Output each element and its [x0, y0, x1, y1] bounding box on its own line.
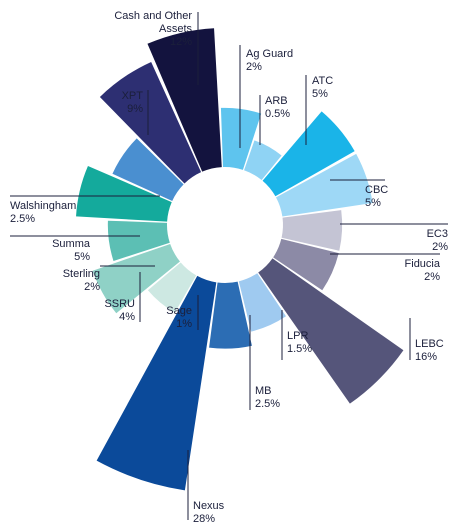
category-name: ARB — [265, 95, 288, 107]
segment-label: ATC 5% — [312, 75, 333, 101]
segment — [147, 262, 197, 313]
segment-label: Sterling 2% — [63, 268, 100, 294]
value-label: 9% — [127, 103, 143, 115]
value-label: 2% — [84, 281, 100, 293]
category-name: Walshingham — [10, 200, 77, 212]
segment — [107, 220, 170, 261]
segment-label: Ag Guard 2% — [246, 48, 293, 74]
value-label: 1% — [176, 318, 192, 330]
value-label: 5% — [74, 251, 90, 263]
category-name: SSRU — [104, 298, 135, 310]
segment — [147, 28, 222, 172]
segment-label: SSRU 4% — [104, 298, 135, 324]
value-label: 2.5% — [10, 213, 36, 225]
value-label: 12% — [169, 36, 192, 48]
segment-label: ARB 0.5% — [265, 95, 290, 121]
segment-label: EC3 2% — [427, 228, 448, 254]
segment — [244, 140, 282, 181]
segment — [258, 258, 404, 404]
value-label: 4% — [119, 311, 135, 323]
segment-label: Fiducia 2% — [405, 258, 440, 284]
value-label: 5% — [312, 88, 328, 100]
category-name: Ag Guard — [246, 48, 294, 60]
value-label: 0.5% — [265, 108, 291, 120]
segment-label: LPR 1.5% — [287, 330, 312, 356]
category-name: LEBC — [415, 338, 444, 350]
segment-label: Walshingham 2.5% — [10, 200, 76, 226]
category-name: Nexus — [193, 500, 225, 512]
category-name: EC3 — [426, 228, 448, 240]
category-name: CBC — [365, 184, 389, 196]
category-name: Sterling — [62, 268, 100, 280]
segment — [96, 275, 217, 491]
segment-label: XPT 9% — [122, 90, 143, 116]
segment — [220, 107, 262, 170]
value-label: 2.5% — [255, 398, 281, 410]
category-name: XPT — [121, 90, 143, 102]
value-label: 16% — [415, 351, 438, 363]
segment — [209, 281, 252, 349]
inner-hole — [168, 168, 282, 282]
segment-label: Nexus 28% — [193, 500, 224, 526]
segment — [281, 210, 343, 251]
category-name: Sage — [166, 305, 192, 317]
segment — [76, 166, 172, 222]
segment — [92, 243, 180, 314]
segment-label: Summa 5% — [52, 238, 90, 264]
segment — [273, 238, 339, 291]
category-name: LPR — [287, 330, 309, 342]
value-label: 2% — [424, 271, 440, 283]
segment-label: Sage 1% — [166, 305, 192, 331]
value-label: 5% — [365, 197, 381, 209]
value-label: 2% — [432, 241, 448, 253]
category-name: Cash and Other Assets — [114, 10, 192, 35]
category-name: Fiducia — [404, 258, 440, 270]
segment — [99, 61, 202, 184]
segment — [112, 138, 184, 201]
segment-label: Cash and Other Assets 12% — [112, 10, 192, 49]
category-name: MB — [255, 385, 272, 397]
category-name: Summa — [52, 238, 90, 250]
category-name: ATC — [312, 75, 334, 87]
value-label: 1.5% — [287, 343, 313, 355]
segment-label: MB 2.5% — [255, 385, 280, 411]
value-label: 28% — [193, 513, 216, 525]
value-label: 2% — [246, 61, 262, 73]
segment — [238, 273, 286, 332]
segment-label: LEBC 16% — [415, 338, 444, 364]
segment — [275, 153, 373, 217]
segment — [262, 111, 355, 197]
segment-label: CBC 5% — [365, 184, 388, 210]
